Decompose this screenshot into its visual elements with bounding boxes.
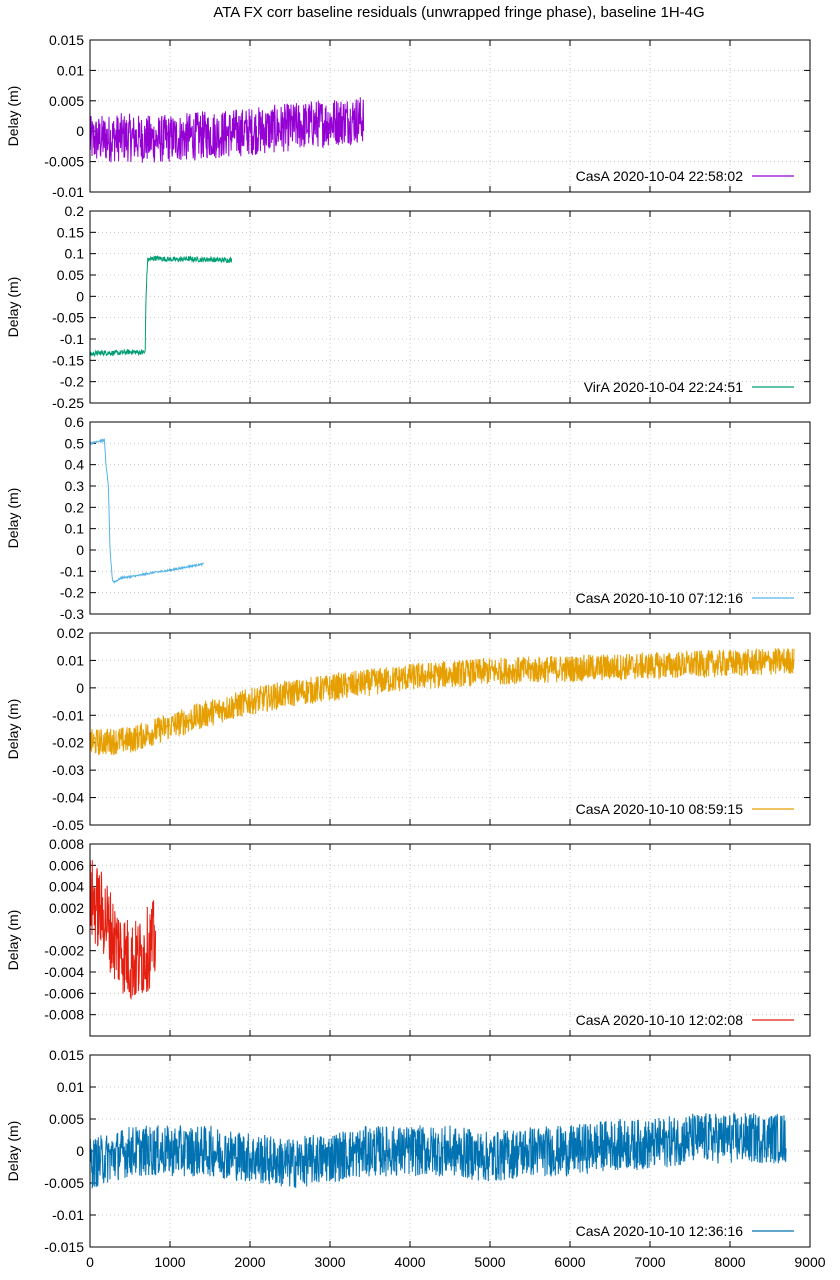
y-tick-label: -0.3 xyxy=(60,606,84,622)
x-tick-label: 3000 xyxy=(314,1254,345,1270)
y-tick-label: -0.2 xyxy=(60,585,84,601)
x-tick-label: 1000 xyxy=(154,1254,185,1270)
x-tick-label: 0 xyxy=(86,1254,94,1270)
figure-title: ATA FX corr baseline residuals (unwrappe… xyxy=(213,4,704,21)
plot-frame xyxy=(89,632,811,826)
panel-6: -0.015 -0.01 -0.005 0 0.005 0.01 0.015 0 1000 200… xyxy=(5,1047,826,1270)
legend-label: CasA 2020-10-04 22:58:02 xyxy=(576,168,744,184)
plot-frame xyxy=(89,210,811,404)
y-tick-label: 0.005 xyxy=(49,93,84,109)
panel-1: -0.01 -0.005 0 0.005 0.01 0.015 Delay (m) CasA … xyxy=(5,32,811,200)
y-tick-label: -0.015 xyxy=(44,1239,84,1255)
y-tick-label: 0.4 xyxy=(65,457,85,473)
y-axis-label: Delay (m) xyxy=(5,86,21,147)
panel-2: -0.25 -0.2 -0.15 -0.1 -0.05 0 0.05 0.1 0.15 0.2 De… xyxy=(5,203,811,411)
y-tick-label: -0.2 xyxy=(60,374,84,390)
y-tick-label: 0.02 xyxy=(57,625,84,641)
y-tick-label: 0 xyxy=(76,680,84,696)
plot-frame xyxy=(89,843,811,1037)
series-line xyxy=(89,255,233,358)
y-tick-label: -0.03 xyxy=(52,762,84,778)
y-tick-label: -0.004 xyxy=(44,964,84,980)
y-axis-label: Delay (m) xyxy=(5,699,21,760)
y-tick-label: 0.015 xyxy=(49,32,84,48)
legend-label: VirA 2020-10-04 22:24:51 xyxy=(584,379,744,395)
y-tick-label: -0.005 xyxy=(44,154,84,170)
y-tick-label: 0.1 xyxy=(65,246,85,262)
y-tick-label: -0.01 xyxy=(52,184,84,200)
panel-4: -0.05 -0.04 -0.03 -0.02 -0.01 0 0.01 0.02 Delay … xyxy=(5,625,811,833)
y-tick-label: 0.01 xyxy=(57,652,84,668)
y-tick-label: -0.1 xyxy=(60,563,84,579)
y-tick-label: -0.1 xyxy=(60,331,84,347)
panels: -0.01 -0.005 0 0.005 0.01 0.015 Delay (m) CasA … xyxy=(5,32,826,1270)
y-tick-label: 0.002 xyxy=(49,900,84,916)
y-tick-label: 0.05 xyxy=(57,267,84,283)
series-line xyxy=(89,1111,787,1190)
y-tick-label: 0.005 xyxy=(49,1111,84,1127)
legend-label: CasA 2020-10-10 12:02:08 xyxy=(576,1012,744,1028)
y-tick-label: -0.05 xyxy=(52,310,84,326)
y-tick-label: -0.008 xyxy=(44,1007,84,1023)
y-axis-label: Delay (m) xyxy=(5,910,21,971)
x-tick-label: 2000 xyxy=(234,1254,265,1270)
y-tick-label: -0.006 xyxy=(44,985,84,1001)
series-line xyxy=(89,438,204,585)
y-tick-label: 0.5 xyxy=(65,435,85,451)
y-tick-label: 0.015 xyxy=(49,1047,84,1063)
y-tick-label: -0.01 xyxy=(52,1207,84,1223)
series-line xyxy=(89,859,157,1000)
y-tick-label: -0.15 xyxy=(52,352,84,368)
y-tick-label: -0.005 xyxy=(44,1175,84,1191)
legend-label: CasA 2020-10-10 07:12:16 xyxy=(576,590,744,606)
x-tick-label: 9000 xyxy=(794,1254,825,1270)
plot-frame xyxy=(89,1054,811,1248)
y-tick-label: 0.15 xyxy=(57,224,84,240)
panel-3: -0.3 -0.2 -0.1 0 0.1 0.2 0.3 0.4 0.5 0.6 Delay (m)… xyxy=(5,414,811,622)
x-tick-label: 5000 xyxy=(474,1254,505,1270)
series-line xyxy=(89,648,795,756)
y-tick-label: 0.01 xyxy=(57,1079,84,1095)
y-tick-label: -0.02 xyxy=(52,735,84,751)
y-tick-label: 0.006 xyxy=(49,857,84,873)
plot-frame xyxy=(89,39,811,193)
y-tick-label: 0 xyxy=(76,921,84,937)
y-axis-label: Delay (m) xyxy=(5,277,21,338)
legend-label: CasA 2020-10-10 08:59:15 xyxy=(576,801,744,817)
x-tick-label: 8000 xyxy=(714,1254,745,1270)
y-tick-label: 0.008 xyxy=(49,836,84,852)
x-tick-label: 4000 xyxy=(394,1254,425,1270)
y-tick-label: 0.2 xyxy=(65,499,85,515)
plot-frame xyxy=(89,421,811,615)
y-tick-label: 0.004 xyxy=(49,879,84,895)
x-tick-label: 6000 xyxy=(554,1254,585,1270)
y-axis-label: Delay (m) xyxy=(5,488,21,549)
panel-5: -0.008 -0.006 -0.004 -0.002 0 0.002 0.004 0.006… xyxy=(5,836,811,1037)
y-tick-label: 0 xyxy=(76,123,84,139)
y-tick-label: 0.2 xyxy=(65,203,85,219)
y-axis-label: Delay (m) xyxy=(5,1121,21,1182)
y-tick-label: -0.05 xyxy=(52,817,84,833)
x-tick-label: 7000 xyxy=(634,1254,665,1270)
y-tick-label: -0.25 xyxy=(52,395,84,411)
y-tick-label: 0 xyxy=(76,288,84,304)
y-tick-label: 0.3 xyxy=(65,478,85,494)
y-tick-label: -0.002 xyxy=(44,943,84,959)
y-tick-label: 0 xyxy=(76,542,84,558)
y-tick-label: -0.04 xyxy=(52,790,84,806)
y-tick-label: 0.6 xyxy=(65,414,85,430)
y-tick-label: 0 xyxy=(76,1143,84,1159)
series-line xyxy=(89,97,365,163)
legend-label: CasA 2020-10-10 12:36:16 xyxy=(576,1223,744,1239)
y-tick-label: 0.1 xyxy=(65,521,85,537)
y-tick-label: -0.01 xyxy=(52,707,84,723)
y-tick-label: 0.01 xyxy=(57,62,84,78)
